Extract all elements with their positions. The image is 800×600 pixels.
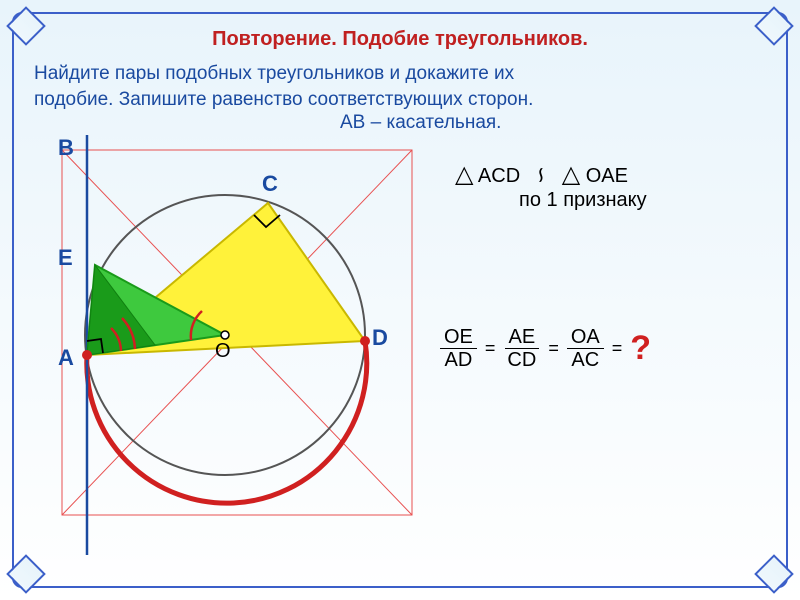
- eq2: =: [548, 338, 559, 359]
- frac1-den: AD: [441, 349, 477, 371]
- frac-3: OA AC: [567, 326, 604, 371]
- eq3: =: [612, 338, 623, 359]
- frac-2: AE CD: [503, 326, 540, 371]
- geometry-diagram: B E A C D O: [30, 135, 430, 555]
- frac1-num: OE: [440, 326, 477, 349]
- label-B: B: [58, 135, 74, 161]
- similarity-statement: △ ACD ∽ △ OAE по 1 признаку: [455, 160, 647, 212]
- frac2-den: CD: [503, 349, 540, 371]
- point-o: [221, 331, 229, 339]
- frac2-num: AE: [505, 326, 540, 349]
- tri2: OAE: [586, 165, 628, 187]
- label-A: A: [58, 345, 74, 371]
- ratio-equation: OE AD = AE CD = OA AC = ?: [440, 326, 651, 371]
- label-O: O: [215, 340, 231, 363]
- corner-br: [754, 554, 794, 594]
- tri1: ACD: [478, 165, 520, 187]
- tangent-note: АB – касательная.: [340, 112, 501, 134]
- sim-reason: по 1 признаку: [519, 189, 647, 212]
- label-D: D: [372, 325, 388, 351]
- major-arc: [87, 341, 367, 503]
- frac3-den: AC: [567, 349, 603, 371]
- question-mark: ?: [630, 329, 651, 368]
- sim-line1: △ ACD ∽ △ OAE: [455, 160, 647, 189]
- corner-bl: [6, 554, 46, 594]
- eq1: =: [485, 338, 496, 359]
- label-C: C: [262, 171, 278, 197]
- frac3-num: OA: [567, 326, 604, 349]
- frac-1: OE AD: [440, 326, 477, 371]
- point-a: [82, 350, 92, 360]
- label-E: E: [58, 245, 73, 271]
- point-d: [360, 336, 370, 346]
